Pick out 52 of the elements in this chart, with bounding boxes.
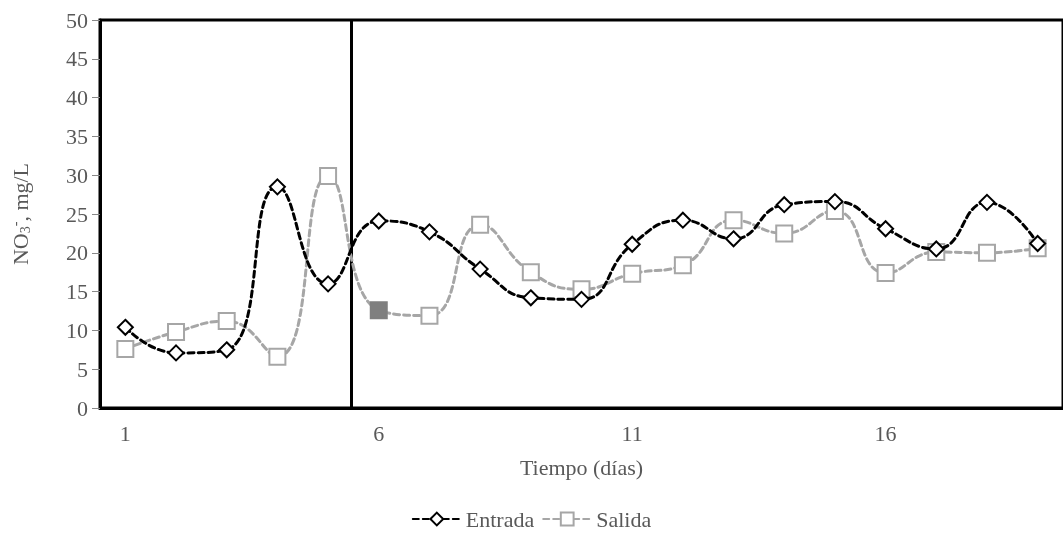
point <box>218 341 236 359</box>
y-tick-label: 35 <box>66 123 88 149</box>
legend-label: Salida <box>596 506 652 532</box>
y-tick-label: 45 <box>66 46 88 72</box>
x-tick-label: 16 <box>874 420 897 446</box>
point <box>369 301 388 320</box>
y-tick-label: 50 <box>66 7 88 33</box>
point <box>775 224 794 243</box>
y-tick-label: 25 <box>66 201 88 227</box>
point <box>1029 234 1047 252</box>
point <box>370 212 388 230</box>
point <box>268 178 286 196</box>
point <box>724 211 743 230</box>
point <box>674 211 692 229</box>
point <box>725 230 743 248</box>
point <box>167 344 185 362</box>
point <box>420 306 439 325</box>
y-axis-title: NO3-, mg/L <box>7 162 33 266</box>
point <box>673 256 692 275</box>
point <box>319 166 338 185</box>
y-tick-label: 20 <box>66 240 88 266</box>
point <box>420 223 438 241</box>
y-tick-label: 40 <box>66 85 88 111</box>
x-tick-label: 11 <box>621 420 643 446</box>
y-tick-label: 15 <box>66 279 88 305</box>
point <box>978 193 996 211</box>
point <box>217 312 236 331</box>
legend-label: Entrada <box>465 506 535 532</box>
y-tick-label: 5 <box>77 356 88 382</box>
point <box>167 322 186 341</box>
point <box>522 289 540 307</box>
point <box>623 264 642 283</box>
y-tick-label: 0 <box>77 395 88 421</box>
point <box>573 290 590 308</box>
x-tick-label: 6 <box>373 420 385 446</box>
point <box>826 193 844 211</box>
point <box>775 196 793 214</box>
y-tick-label: 30 <box>66 162 88 188</box>
point <box>977 243 996 262</box>
point <box>319 275 337 293</box>
point <box>116 340 135 359</box>
x-axis-title: Tiempo (días) <box>519 454 644 480</box>
point <box>877 220 895 238</box>
point <box>623 235 641 253</box>
point <box>876 263 895 282</box>
y-tick-label: 10 <box>66 317 88 343</box>
point <box>471 215 490 234</box>
point <box>268 347 287 366</box>
point <box>116 318 134 336</box>
point <box>471 260 489 278</box>
x-tick-label: 1 <box>119 420 131 446</box>
point <box>521 263 540 282</box>
